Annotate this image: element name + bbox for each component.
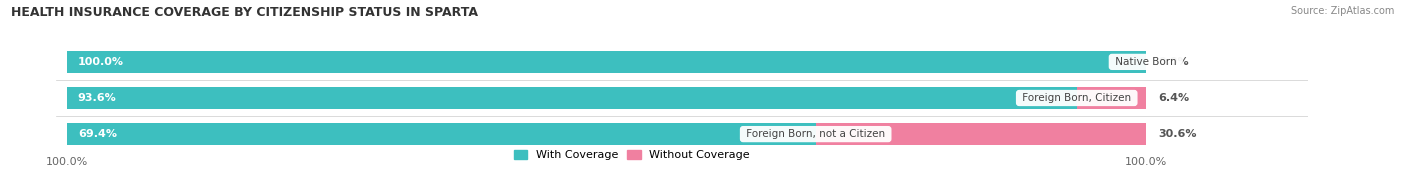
Text: 30.6%: 30.6% <box>1159 129 1198 139</box>
Text: HEALTH INSURANCE COVERAGE BY CITIZENSHIP STATUS IN SPARTA: HEALTH INSURANCE COVERAGE BY CITIZENSHIP… <box>11 6 478 19</box>
Text: 93.6%: 93.6% <box>77 93 117 103</box>
Bar <box>67 51 1146 73</box>
Text: Foreign Born, not a Citizen: Foreign Born, not a Citizen <box>742 129 889 139</box>
Text: Source: ZipAtlas.com: Source: ZipAtlas.com <box>1291 6 1395 16</box>
Bar <box>67 123 1146 145</box>
Text: Foreign Born, Citizen: Foreign Born, Citizen <box>1019 93 1135 103</box>
Bar <box>67 87 1077 109</box>
Text: 6.4%: 6.4% <box>1159 93 1189 103</box>
Bar <box>67 87 1146 109</box>
Text: 69.4%: 69.4% <box>77 129 117 139</box>
Text: Native Born: Native Born <box>1112 57 1180 67</box>
Bar <box>815 123 1146 145</box>
Text: 100.0%: 100.0% <box>77 57 124 67</box>
Legend: With Coverage, Without Coverage: With Coverage, Without Coverage <box>513 150 749 161</box>
Bar <box>67 123 815 145</box>
Bar <box>67 51 1146 73</box>
Bar <box>1077 87 1146 109</box>
Text: 0.0%: 0.0% <box>1159 57 1189 67</box>
